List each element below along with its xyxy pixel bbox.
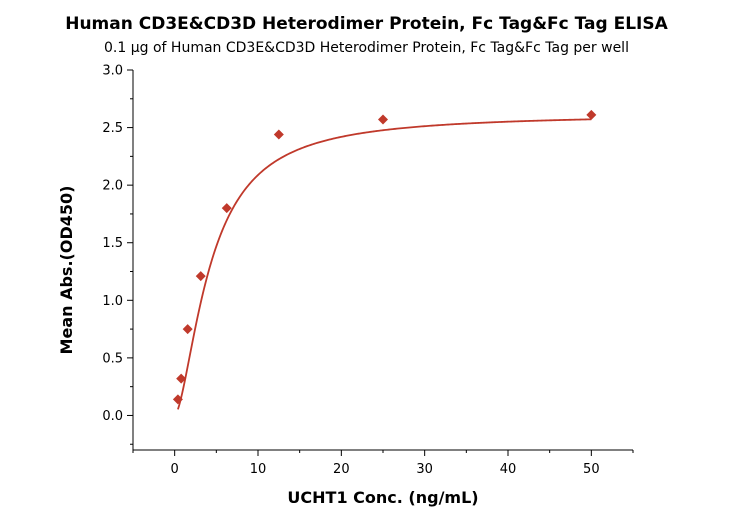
x-tick-label: 40 <box>500 462 517 477</box>
axes <box>132 70 633 451</box>
y-tick-label: 2.0 <box>102 179 123 194</box>
x-tick-label: 20 <box>333 462 350 477</box>
y-tick-label: 1.5 <box>102 236 123 251</box>
x-tick-label: 10 <box>250 462 267 477</box>
data-point <box>221 203 232 214</box>
x-axis-title: UCHT1 Conc. (ng/mL) <box>287 488 478 507</box>
data-markers <box>172 109 597 405</box>
x-ticks: 0 10 20 30 40 50 <box>132 450 634 477</box>
x-tick-label: 50 <box>583 462 600 477</box>
x-tick-label: 0 <box>171 462 179 477</box>
data-point <box>195 271 206 282</box>
y-tick-label: 3.0 <box>102 64 123 79</box>
y-tick-label: 2.5 <box>102 121 123 136</box>
data-point <box>176 373 187 384</box>
x-tick-label: 30 <box>416 462 433 477</box>
y-ticks: 0.0 0.5 1.0 1.5 2.0 2.5 3.0 <box>102 64 133 445</box>
data-point <box>273 129 284 140</box>
y-tick-label: 1.0 <box>102 294 123 309</box>
data-point <box>182 324 193 335</box>
chart-subtitle: 0.1 μg of Human CD3E&CD3D Heterodimer Pr… <box>104 40 629 56</box>
data-point <box>378 114 388 125</box>
y-tick-label: 0.0 <box>102 409 123 424</box>
y-axis-title: Mean Abs.(OD450) <box>57 186 76 355</box>
y-tick-label: 0.5 <box>102 351 123 366</box>
fit-curve <box>177 118 592 410</box>
chart-title: Human CD3E&CD3D Heterodimer Protein, Fc … <box>65 14 668 34</box>
data-point <box>172 394 183 405</box>
data-point <box>586 109 597 120</box>
